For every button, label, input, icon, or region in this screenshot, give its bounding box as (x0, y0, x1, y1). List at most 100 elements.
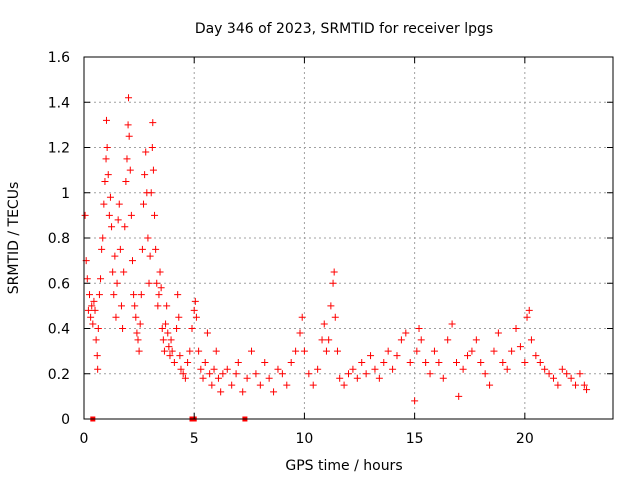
data-point (137, 291, 145, 299)
data-point (136, 320, 144, 328)
data-point (234, 358, 242, 366)
data-point (115, 200, 123, 208)
data-point (521, 358, 529, 366)
data-point (554, 381, 562, 389)
data-point (151, 211, 159, 219)
data-point (163, 302, 171, 310)
data-point (155, 291, 163, 299)
data-point (349, 365, 357, 373)
data-point (287, 358, 295, 366)
data-point (541, 365, 549, 373)
data-point (170, 358, 178, 366)
data-point (499, 358, 507, 366)
data-point (132, 313, 140, 321)
data-point (406, 358, 414, 366)
data-point (92, 336, 100, 344)
data-point (105, 211, 113, 219)
data-point (512, 325, 520, 332)
data-point (336, 374, 344, 382)
data-point (380, 358, 388, 366)
y-tick-label: 0.6 (48, 276, 70, 292)
data-point (576, 370, 584, 378)
data-points (81, 94, 591, 422)
data-point (186, 347, 194, 355)
data-point (168, 347, 176, 355)
data-point (117, 302, 125, 310)
data-point (468, 347, 476, 355)
data-point (93, 352, 101, 360)
data-point (100, 200, 108, 208)
data-point (99, 234, 107, 242)
data-point (358, 358, 366, 366)
data-point (116, 245, 124, 253)
data-point (140, 200, 148, 208)
data-point (91, 306, 99, 314)
data-point (166, 352, 174, 360)
data-point (327, 302, 335, 310)
data-point (362, 370, 370, 378)
data-point (101, 177, 109, 185)
x-tick-label: 20 (516, 431, 534, 447)
data-point (94, 365, 102, 373)
y-tick-label: 0.2 (48, 367, 70, 383)
data-point (95, 291, 103, 299)
y-tick-label: 1 (61, 186, 70, 202)
data-point (486, 381, 494, 389)
data-point (121, 223, 129, 231)
data-point (164, 329, 172, 337)
x-tick-label: 0 (80, 431, 89, 447)
data-point (179, 370, 187, 378)
plot-frame (83, 56, 614, 420)
data-point (252, 370, 260, 378)
data-point (212, 347, 220, 355)
data-point (167, 336, 175, 344)
data-point (448, 320, 456, 328)
data-point (120, 268, 128, 276)
data-point (563, 370, 571, 378)
data-point (108, 223, 116, 231)
data-point (126, 166, 134, 174)
data-point (435, 358, 443, 366)
data-point (292, 347, 300, 355)
x-tick-label: 10 (296, 431, 314, 447)
data-point (113, 279, 121, 287)
data-point (415, 325, 423, 332)
data-point (333, 347, 341, 355)
data-point (123, 155, 131, 163)
data-point (453, 358, 461, 366)
data-point (417, 336, 425, 344)
data-point (81, 211, 89, 219)
data-point (127, 211, 135, 219)
data-point (102, 155, 110, 163)
data-point (141, 171, 149, 179)
data-point (152, 245, 160, 253)
y-tick-label: 0.4 (48, 322, 70, 338)
data-point (111, 252, 119, 260)
data-point (86, 291, 94, 299)
data-point (274, 365, 282, 373)
chart-title: Day 346 of 2023, SRMTID for receiver lpg… (195, 21, 493, 37)
data-point (181, 374, 189, 382)
data-point (464, 352, 472, 360)
data-point (516, 343, 524, 351)
data-point (322, 347, 330, 355)
data-point (201, 358, 209, 366)
data-point (367, 352, 375, 360)
data-point (175, 313, 183, 321)
data-point (402, 329, 410, 337)
data-point (133, 329, 141, 337)
data-point (494, 329, 502, 337)
data-point (84, 306, 92, 314)
data-point (119, 325, 127, 332)
x-axis-label: GPS time / hours (285, 458, 402, 474)
data-point (375, 374, 383, 382)
data-point (523, 313, 531, 321)
data-point (283, 381, 291, 389)
data-point (430, 347, 438, 355)
grid-lines (84, 57, 613, 419)
data-point (157, 284, 165, 292)
data-point (130, 291, 138, 299)
data-point (191, 297, 199, 305)
data-point (329, 279, 337, 287)
data-point (558, 365, 566, 373)
